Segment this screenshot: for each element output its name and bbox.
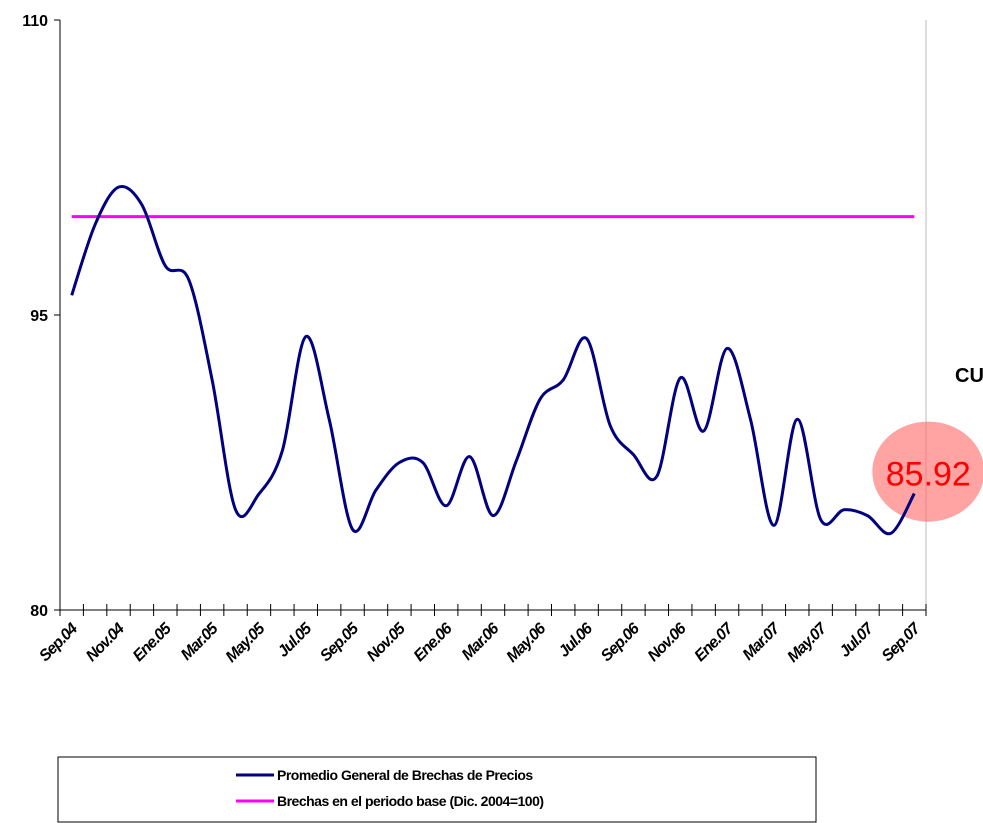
x-tick-label: Sep.04 bbox=[36, 620, 81, 665]
series-line bbox=[70, 184, 916, 536]
x-tick-label: Mar.05 bbox=[178, 619, 222, 663]
x-tick-label: Ene.07 bbox=[692, 619, 738, 665]
x-tick-label: Jul.05 bbox=[275, 619, 316, 660]
x-tick-label: Nov.04 bbox=[83, 620, 128, 665]
legend-label: Brechas en el periodo base (Dic. 2004=10… bbox=[277, 793, 544, 809]
legend-box bbox=[57, 756, 817, 823]
x-tick-label: May.05 bbox=[223, 619, 270, 666]
x-tick-label: Sep.05 bbox=[317, 619, 363, 665]
x-tick-label: Ene.06 bbox=[411, 620, 456, 665]
legend-label: Promedio General de Brechas de Precios bbox=[277, 767, 533, 783]
annotation: 85.92 bbox=[886, 456, 971, 494]
x-tick-label: Sep.07 bbox=[879, 619, 925, 665]
y-tick-label: 95 bbox=[30, 308, 48, 325]
x-tick-label: Mar.07 bbox=[740, 619, 784, 663]
x-tick-label: Nov.06 bbox=[645, 620, 690, 665]
x-tick-label: Mar.06 bbox=[459, 620, 503, 664]
x-tick-label: Nov.05 bbox=[364, 619, 410, 665]
x-tick-label: May.07 bbox=[784, 619, 831, 666]
x-tick-label: Jul.07 bbox=[836, 619, 877, 660]
side-label: CU bbox=[955, 365, 983, 387]
annotation-bubble bbox=[872, 421, 983, 522]
x-tick-label: May.06 bbox=[504, 620, 550, 666]
y-tick-label: 110 bbox=[22, 13, 48, 30]
x-tick-label: Jul.06 bbox=[556, 620, 597, 661]
x-tick-label: Sep.06 bbox=[598, 620, 643, 665]
x-tick-label: Ene.05 bbox=[130, 619, 176, 665]
y-tick-label: 80 bbox=[30, 603, 48, 620]
